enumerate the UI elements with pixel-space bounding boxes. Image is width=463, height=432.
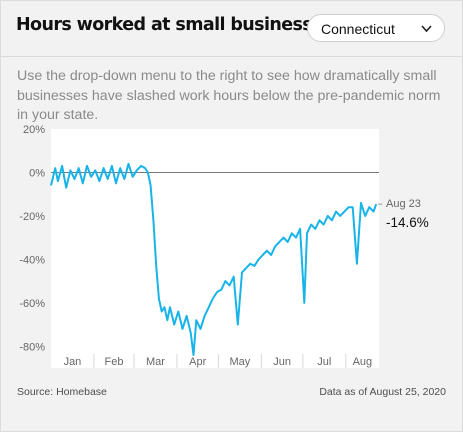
state-dropdown[interactable]: Connecticut	[307, 14, 445, 42]
plot-area	[51, 129, 379, 368]
y-tick-label: -80%	[19, 341, 45, 353]
y-tick-label: 20%	[23, 124, 45, 136]
x-tick-label: Feb	[104, 356, 123, 368]
chevron-down-icon	[421, 25, 432, 33]
state-dropdown-value: Connecticut	[321, 21, 395, 37]
y-tick-label: -40%	[19, 254, 45, 266]
header-divider	[1, 56, 462, 57]
x-tick-label: Mar	[146, 356, 165, 368]
x-tick-label: Jun	[273, 356, 291, 368]
x-tick-label: May	[230, 356, 251, 368]
x-tick-label: Aug	[353, 356, 373, 368]
x-tick-label: Jan	[64, 356, 82, 368]
end-label-date: Aug 23	[386, 198, 421, 210]
end-label-value: -14.6%	[386, 215, 429, 230]
chart-description: Use the drop-down menu to the right to s…	[17, 68, 441, 123]
card-header: Hours worked at small businesses Connect…	[1, 1, 462, 57]
y-tick-label: -60%	[19, 298, 45, 310]
y-tick-label: -20%	[19, 211, 45, 223]
card-title: Hours worked at small businesses	[16, 15, 334, 35]
line-chart: 20% 0% -20% -40% -60% -80% Jan Feb Mar Apr May Jun J…	[19, 124, 429, 368]
data-updated-note: Data as of August 25, 2020	[319, 386, 446, 398]
source-note: Source: Homebase	[17, 386, 107, 398]
x-tick-label: Jul	[317, 356, 331, 368]
x-tick-label: Apr	[189, 356, 206, 368]
y-tick-label: 0%	[29, 167, 45, 179]
series-line	[50, 162, 378, 356]
